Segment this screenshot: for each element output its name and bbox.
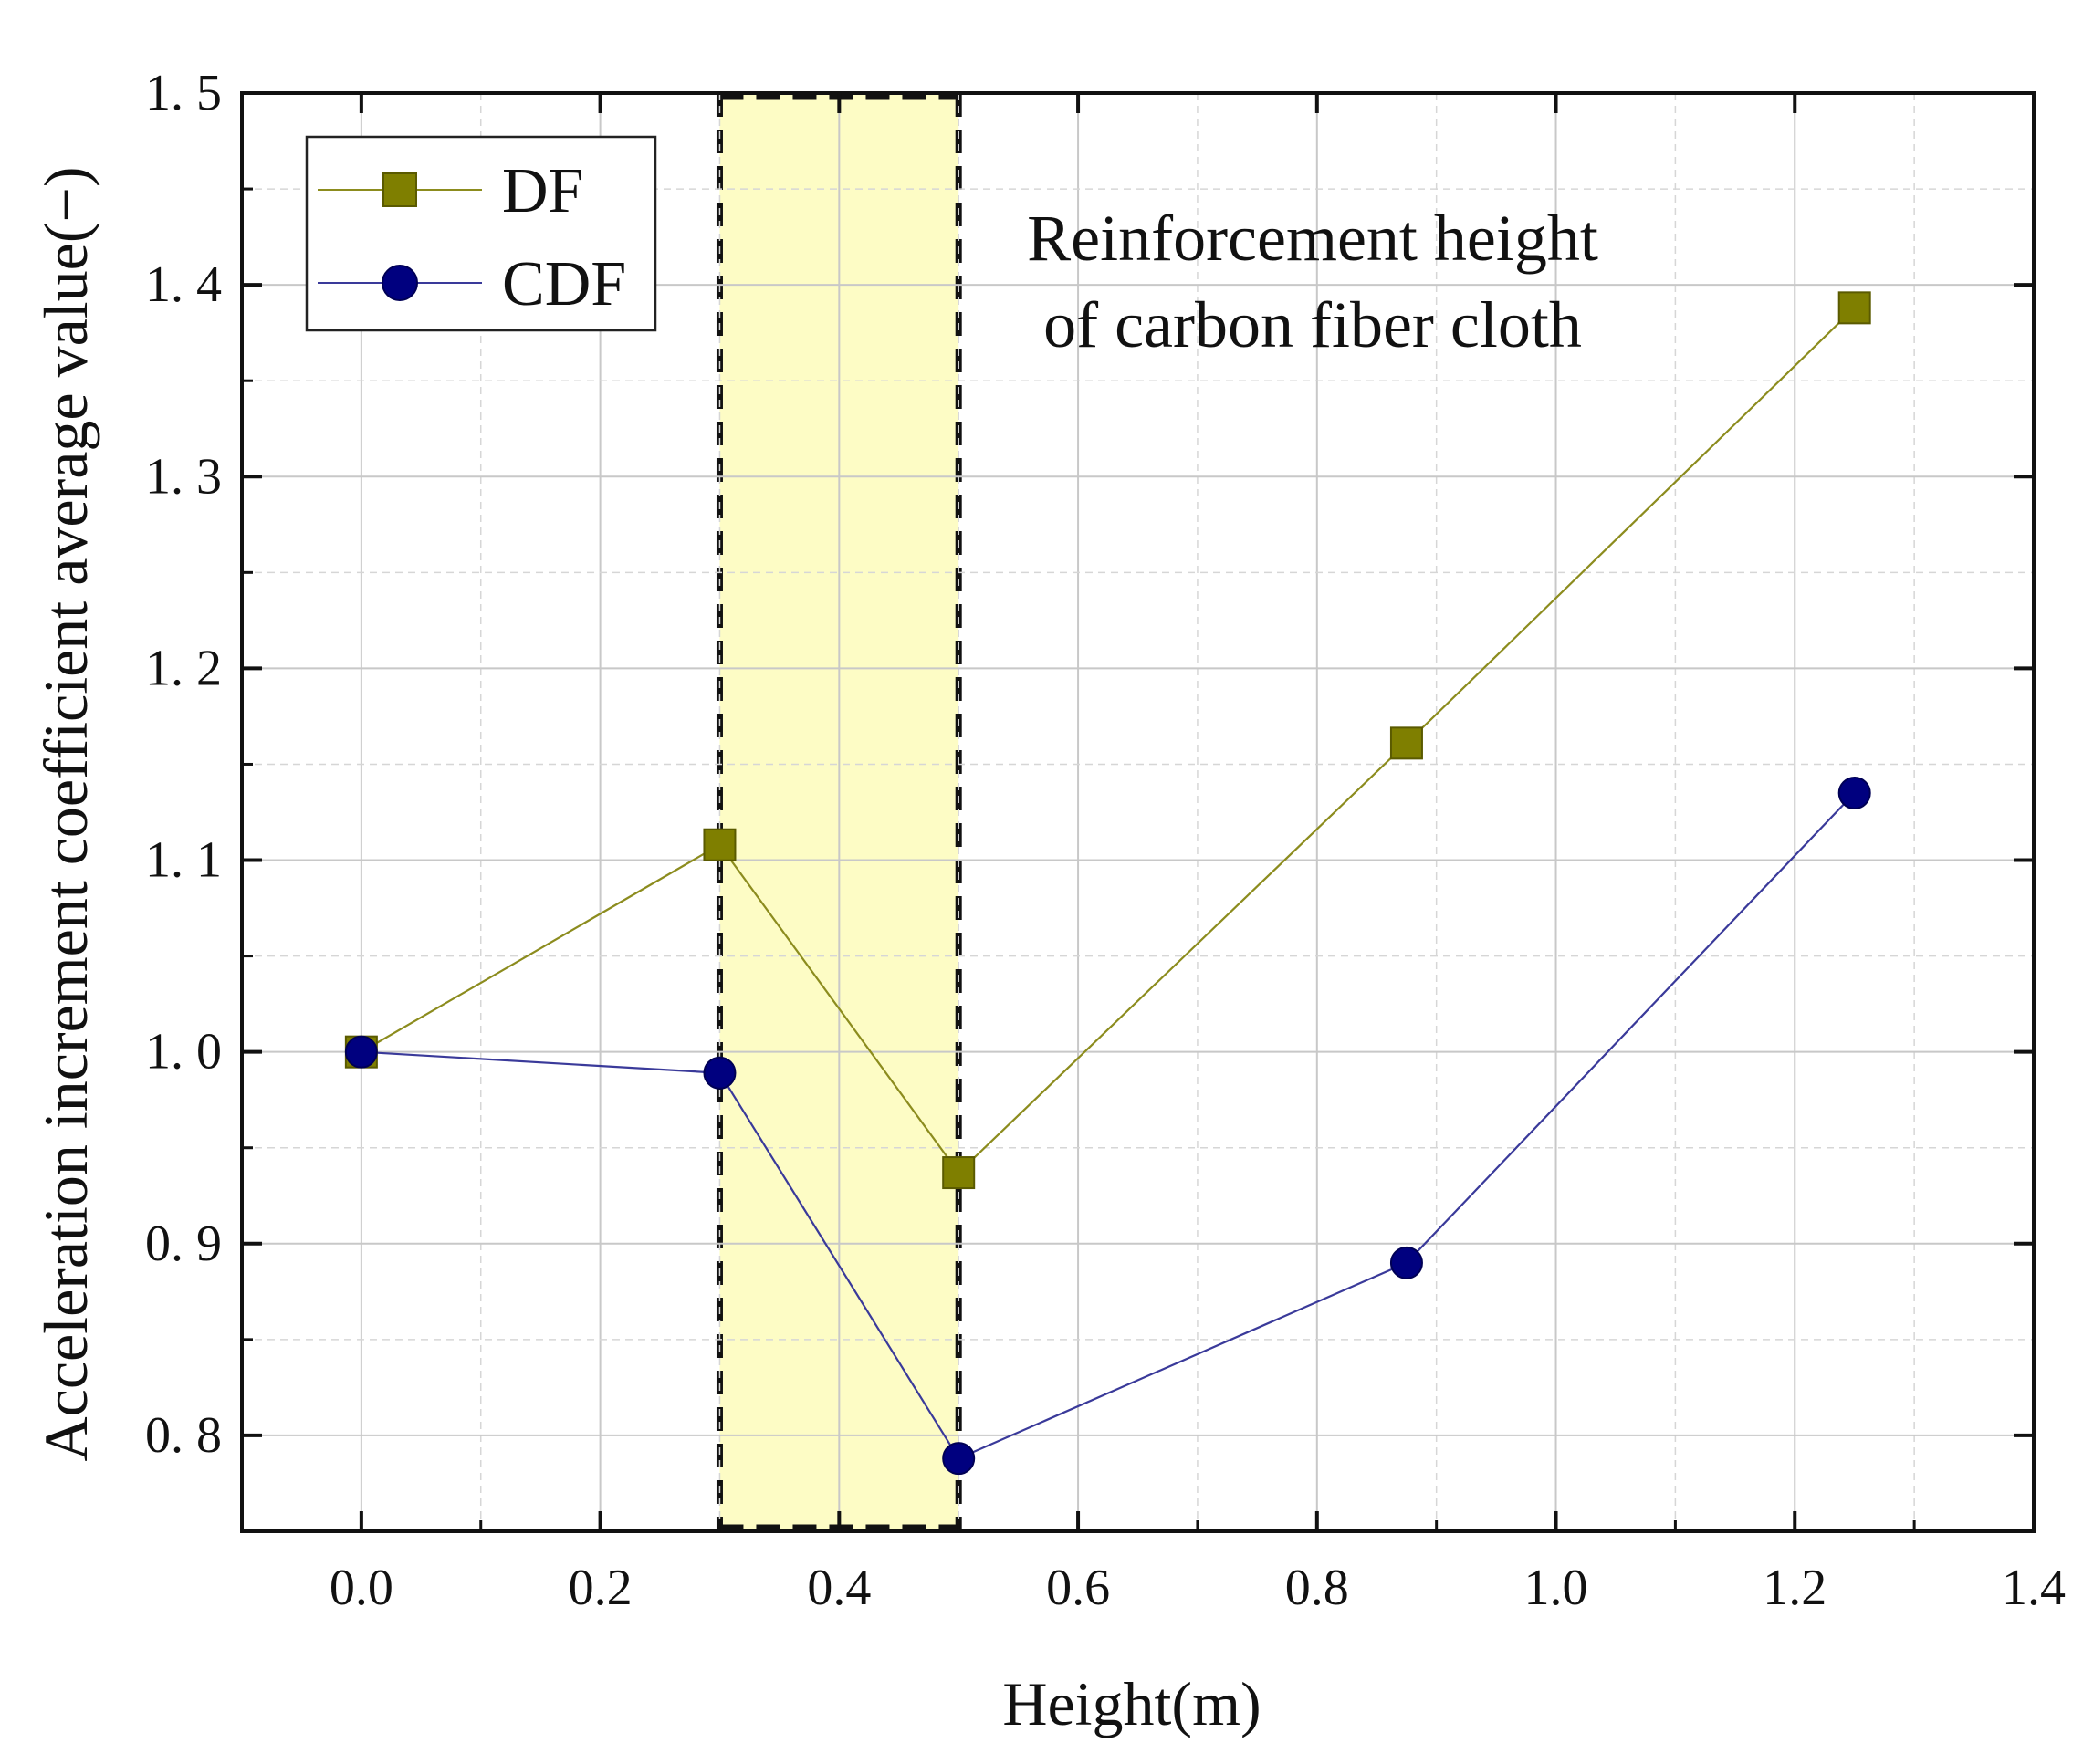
series-layer [344,291,1871,1476]
legend-label-df: DF [502,156,583,226]
legend-marker-cdf [382,265,418,301]
legend-label-cdf: CDF [502,249,626,319]
legend-marker-df [382,172,417,207]
x-tick-label: 0.6 [1046,1560,1110,1616]
annotation-line-2: of carbon fiber cloth [1043,288,1582,361]
data-point-df [1389,726,1423,760]
x-axis-title: Height(m) [1002,1669,1261,1738]
y-tick-label: 1. 3 [145,448,222,505]
data-point-df [942,1156,976,1190]
x-tick-label: 1.4 [2002,1560,2066,1616]
data-point-cdf [1837,776,1871,809]
data-point-df [703,828,737,861]
y-tick-label: 0. 9 [145,1216,222,1272]
x-tick-label: 1.2 [1763,1560,1827,1616]
grid-layer [242,92,2035,1531]
y-tick-label: 1. 0 [145,1024,222,1080]
x-tick-label: 0.8 [1285,1560,1349,1616]
x-tick-label: 1.0 [1524,1560,1588,1616]
series-line-df [361,307,1856,1174]
y-tick-label: 0. 8 [145,1407,222,1464]
y-tick-label: 1. 2 [145,640,222,696]
x-tick-label: 0.2 [569,1560,633,1616]
data-point-cdf [703,1056,737,1090]
y-axis-title: Acceleration increment coefficient avera… [31,167,100,1462]
x-tick-label: 0.0 [330,1560,393,1616]
x-tick-label: 0.4 [807,1560,871,1616]
data-point-cdf [1389,1246,1423,1279]
data-point-cdf [942,1442,976,1476]
y-tick-label: 1. 1 [145,832,222,889]
tick-layer: 0.0 0.2 0.4 0.6 0.8 1.0 1.2 1.4 0. 8 0. 9 1. 0 1. 1… [145,65,2066,1616]
frame-layer [240,91,2036,1533]
data-point-cdf [344,1035,378,1069]
series-line-cdf [361,792,1856,1460]
data-point-df [1837,291,1871,325]
y-tick-label: 1. 4 [145,256,222,313]
annotation-line-1: Reinforcement height [1027,202,1598,275]
legend: DF CDF [305,135,657,332]
legend-box [305,135,657,332]
plot-frame [240,91,2036,1533]
y-tick-label: 1. 5 [145,65,222,121]
